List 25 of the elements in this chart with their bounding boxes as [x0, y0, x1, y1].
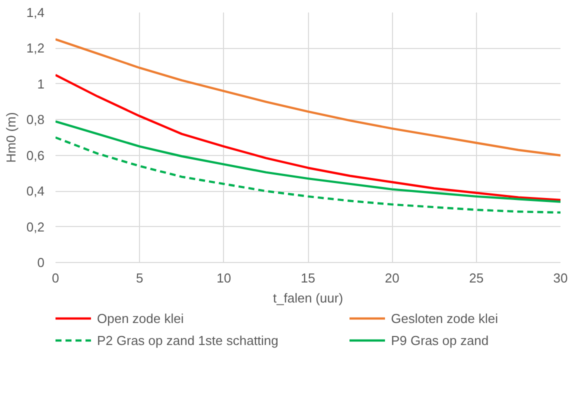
y-tick-label: 1,4: [26, 5, 45, 20]
x-tick-label: 15: [300, 270, 316, 286]
y-tick-label: 0: [37, 255, 45, 270]
line-series: [56, 74, 560, 202]
legend-label: Gesloten zode klei: [391, 310, 499, 326]
y-axis-title: Hm0 (m): [3, 112, 18, 163]
y-tick-label: 1,2: [26, 40, 45, 56]
x-tick-label: 25: [469, 270, 484, 286]
x-tick-label: 30: [553, 270, 568, 286]
legend-label: P2 Gras op zand 1ste schatting: [97, 332, 280, 348]
y-tick-label: 1: [37, 76, 45, 92]
line-series: [56, 120, 560, 203]
line-series: [56, 38, 560, 156]
x-tick-label: 10: [216, 270, 232, 286]
x-tick-label: 20: [384, 270, 400, 286]
legend-label: P9 Gras op zand: [391, 332, 490, 348]
y-tick-label: 0,4: [26, 184, 45, 199]
x-axis-title: t_falen (uur): [272, 290, 344, 306]
line-series: [56, 136, 560, 214]
y-tick-label: 0,2: [26, 219, 45, 234]
x-tick-label: 5: [136, 270, 144, 286]
legend-label: Open zode klei: [97, 310, 185, 326]
y-tick-label: 0,6: [26, 148, 45, 163]
x-tick-label: 0: [52, 270, 60, 286]
y-tick-label: 0,8: [26, 112, 45, 128]
